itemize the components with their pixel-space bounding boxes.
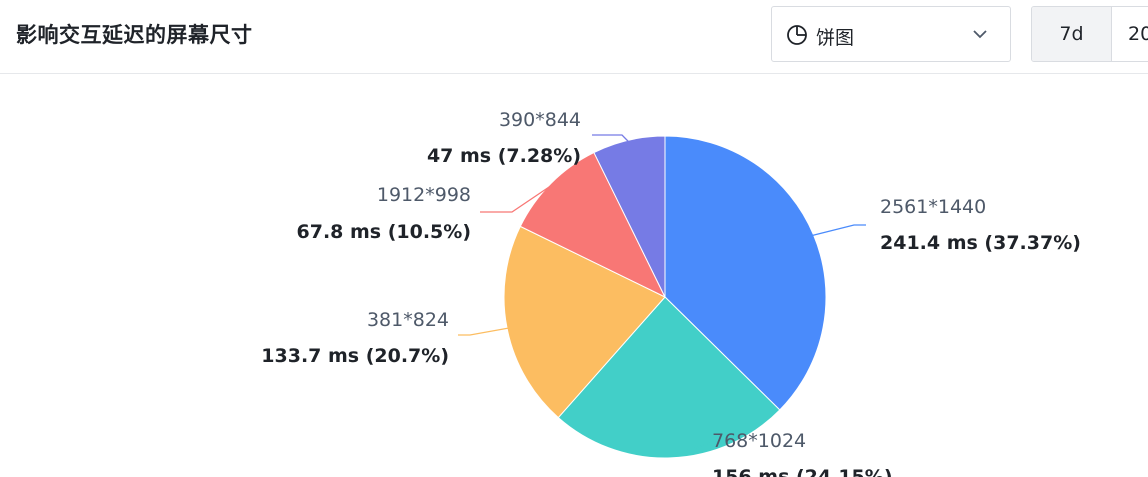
pie-slice-4[interactable]: [593, 135, 666, 298]
pie-chart-icon: [787, 25, 807, 45]
chart-title: 影响交互延迟的屏幕尺寸: [16, 23, 253, 47]
slice-label-name-2: 381*824: [367, 309, 449, 331]
leader-line-4: [592, 134, 630, 143]
chart-type-selected-label: 饼图: [816, 27, 855, 49]
leader-lines: [458, 134, 866, 457]
leader-line-0: [811, 224, 866, 237]
slice-labels: 2561*1440 241.4 ms (37.37%) 768*1024 156 ms…: [261, 109, 1081, 477]
pie-chart: 2561*1440 241.4 ms (37.37%) 768*1024 156 ms…: [261, 109, 1081, 477]
slice-label-value-2: 133.7 ms (20.7%): [261, 345, 449, 367]
pie-slices: [503, 135, 827, 459]
slice-label-value-3: 67.8 ms (10.5%): [297, 221, 472, 243]
time-range-7d-button[interactable]: 7d: [1032, 7, 1112, 61]
chart-header: 影响交互延迟的屏幕尺寸 饼图 7d 20: [0, 0, 1148, 74]
slice-label-value-1: 156 ms (24.15%): [712, 466, 893, 477]
time-range-next-button[interactable]: 20: [1128, 23, 1148, 45]
leader-line-1: [670, 429, 751, 457]
leader-line-2: [458, 327, 510, 336]
slice-label-value-4: 47 ms (7.28%): [427, 145, 581, 167]
slice-label-name-0: 2561*1440: [880, 196, 986, 218]
slice-label-value-0: 241.4 ms (37.37%): [880, 232, 1081, 254]
pie-slice-3[interactable]: [519, 151, 667, 299]
slice-label-name-3: 1912*998: [377, 184, 471, 206]
pie-slice-1[interactable]: [557, 296, 781, 459]
slice-label-name-4: 390*844: [499, 109, 581, 131]
chart-type-select[interactable]: 饼图: [771, 6, 1011, 62]
leader-line-3: [480, 184, 553, 213]
chevron-down-icon: [973, 30, 987, 39]
time-range-toggle: 7d 20: [1031, 6, 1148, 62]
slice-label-name-1: 768*1024: [712, 430, 806, 452]
